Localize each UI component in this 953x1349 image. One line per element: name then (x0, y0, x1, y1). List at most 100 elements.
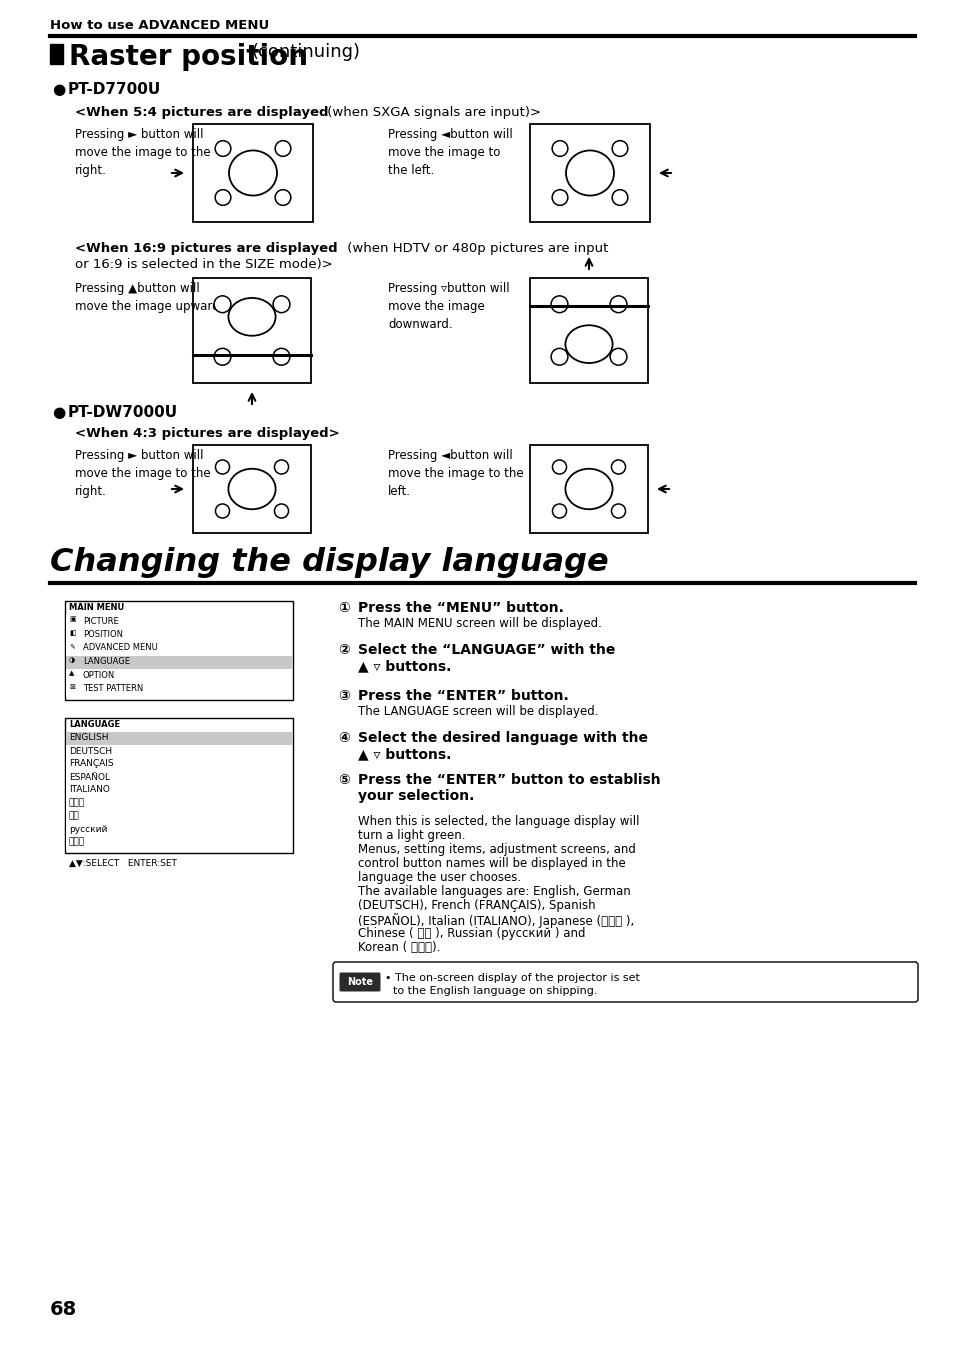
Bar (66, 745, 292, 758)
Text: Note: Note (347, 977, 373, 987)
Circle shape (274, 140, 291, 156)
Text: ④: ④ (337, 731, 350, 745)
Text: Pressing ◄button will
move the image to
the left.: Pressing ◄button will move the image to … (388, 128, 512, 177)
Text: Changing the display language: Changing the display language (50, 546, 608, 577)
Text: Pressing ► button will
move the image to the
right.: Pressing ► button will move the image to… (75, 449, 211, 498)
Text: POSITION: POSITION (83, 630, 123, 639)
Text: (continuing): (continuing) (252, 43, 360, 61)
Text: Press the “MENU” button.: Press the “MENU” button. (357, 602, 563, 615)
Text: ▲ ▿ buttons.: ▲ ▿ buttons. (357, 660, 451, 673)
Text: ▲ ▿ buttons.: ▲ ▿ buttons. (357, 747, 451, 761)
Text: <When 4:3 pictures are displayed>: <When 4:3 pictures are displayed> (75, 428, 339, 440)
Text: OPTION: OPTION (83, 670, 115, 680)
Bar (193, 278, 311, 383)
Text: <When 16:9 pictures are displayed: <When 16:9 pictures are displayed (75, 241, 337, 255)
Bar (66, 784, 292, 797)
Bar (66, 733, 292, 745)
Text: Select the “LANGUAGE” with the: Select the “LANGUAGE” with the (357, 643, 615, 657)
Bar (66, 656, 292, 669)
Text: your selection.: your selection. (357, 789, 474, 803)
Text: MAIN MENU: MAIN MENU (69, 603, 124, 612)
Bar (66, 823, 292, 836)
Text: PT-DW7000U: PT-DW7000U (68, 405, 178, 420)
Circle shape (552, 140, 567, 156)
Circle shape (274, 460, 288, 473)
Circle shape (552, 190, 567, 205)
Bar (66, 669, 292, 683)
Circle shape (273, 348, 290, 366)
Circle shape (612, 140, 627, 156)
Circle shape (552, 460, 566, 473)
Text: 日本語: 日本語 (69, 799, 85, 808)
Text: ③: ③ (337, 689, 350, 703)
Text: ▲: ▲ (69, 670, 74, 676)
Bar (193, 124, 313, 223)
Ellipse shape (565, 468, 612, 509)
Text: Korean ( 한국어).: Korean ( 한국어). (357, 942, 440, 954)
Bar (66, 758, 292, 772)
Text: The MAIN MENU screen will be displayed.: The MAIN MENU screen will be displayed. (357, 616, 601, 630)
Text: (when HDTV or 480p pictures are input: (when HDTV or 480p pictures are input (343, 241, 608, 255)
Text: ⑤: ⑤ (337, 773, 350, 786)
Circle shape (552, 505, 566, 518)
Circle shape (213, 295, 231, 313)
Text: <When 5:4 pictures are displayed: <When 5:4 pictures are displayed (75, 107, 328, 119)
Bar (65, 718, 293, 853)
Bar (530, 278, 647, 383)
Ellipse shape (229, 151, 276, 196)
Text: 한국어: 한국어 (69, 838, 85, 847)
Text: ▣: ▣ (69, 616, 75, 622)
Text: How to use ADVANCED MENU: How to use ADVANCED MENU (50, 19, 269, 32)
Bar (66, 772, 292, 784)
Text: LANGUAGE: LANGUAGE (69, 720, 120, 728)
Circle shape (611, 460, 625, 473)
Bar (530, 124, 649, 223)
Text: ◧: ◧ (69, 630, 75, 635)
Text: Press the “ENTER” button to establish: Press the “ENTER” button to establish (357, 773, 659, 786)
Circle shape (610, 295, 626, 313)
Ellipse shape (565, 325, 612, 363)
Circle shape (551, 348, 567, 366)
Text: (ESPAÑOL), Italian (ITALIANO), Japanese (日本語 ),: (ESPAÑOL), Italian (ITALIANO), Japanese … (357, 913, 634, 928)
Text: ESPAÑOL: ESPAÑOL (69, 773, 110, 781)
Text: The LANGUAGE screen will be displayed.: The LANGUAGE screen will be displayed. (357, 706, 598, 718)
Bar (193, 445, 311, 533)
Circle shape (551, 295, 567, 313)
Text: The available languages are: English, German: The available languages are: English, Ge… (357, 885, 630, 898)
Text: ITALIANO: ITALIANO (69, 785, 110, 795)
Bar (66, 683, 292, 696)
Bar (66, 615, 292, 629)
Text: or 16:9 is selected in the SIZE mode)>: or 16:9 is selected in the SIZE mode)> (75, 258, 333, 271)
Bar (65, 602, 293, 700)
Bar (50, 45, 63, 63)
Ellipse shape (565, 151, 614, 196)
Text: language the user chooses.: language the user chooses. (357, 871, 520, 884)
Bar (530, 445, 647, 533)
Text: Menus, setting items, adjustment screens, and: Menus, setting items, adjustment screens… (357, 843, 636, 857)
Text: 68: 68 (50, 1300, 77, 1319)
Text: When this is selected, the language display will: When this is selected, the language disp… (357, 815, 639, 828)
Text: PT-D7700U: PT-D7700U (68, 82, 161, 97)
Text: ◑: ◑ (69, 657, 75, 662)
Text: Pressing ◄button will
move the image to the
left.: Pressing ◄button will move the image to … (388, 449, 523, 498)
FancyBboxPatch shape (333, 962, 917, 1002)
Bar (66, 797, 292, 809)
Circle shape (274, 505, 288, 518)
Circle shape (215, 190, 231, 205)
Text: DEUTSCH: DEUTSCH (69, 746, 112, 755)
Text: ②: ② (337, 643, 350, 657)
Text: ADVANCED MENU: ADVANCED MENU (83, 643, 157, 653)
Text: Pressing ▲button will
move the image upward.: Pressing ▲button will move the image upw… (75, 282, 223, 313)
Text: ✎: ✎ (69, 643, 74, 649)
Text: Select the desired language with the: Select the desired language with the (357, 731, 647, 745)
Ellipse shape (228, 468, 275, 509)
Circle shape (274, 190, 291, 205)
Text: ●: ● (52, 82, 65, 97)
FancyBboxPatch shape (339, 973, 380, 992)
Text: (DEUTSCH), French (FRANÇAIS), Spanish: (DEUTSCH), French (FRANÇAIS), Spanish (357, 898, 595, 912)
Text: ENGLISH: ENGLISH (69, 734, 109, 742)
Text: control button names will be displayed in the: control button names will be displayed i… (357, 857, 625, 870)
Text: Press the “ENTER” button.: Press the “ENTER” button. (357, 689, 568, 703)
Circle shape (213, 348, 231, 366)
Bar (66, 629, 292, 642)
